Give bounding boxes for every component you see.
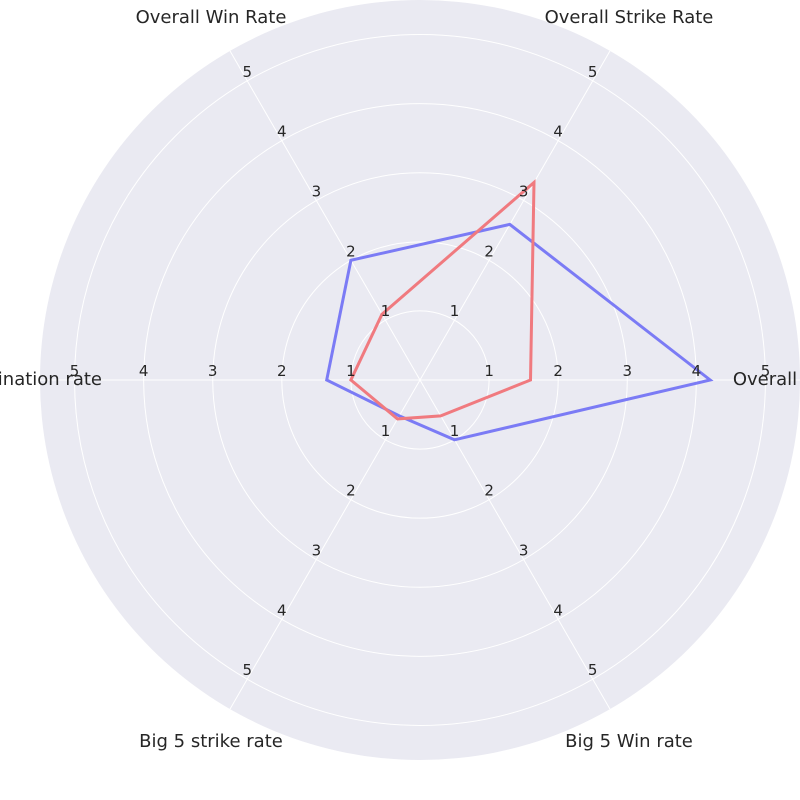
tick-label: 3 [623,362,633,380]
tick-label: 2 [484,482,494,500]
tick-label: 3 [519,183,529,201]
tick-label: 1 [346,362,356,380]
axis-label: Big 5 strike rate [139,731,283,752]
tick-label: 4 [139,362,149,380]
axis-spoke [229,379,421,710]
axis-spokes [40,50,800,710]
tick-label: 2 [484,242,494,260]
tick-label: 5 [588,661,598,679]
tick-label: 5 [243,63,253,81]
tick-label: 4 [277,123,287,141]
tick-label: 5 [243,661,253,679]
tick-label: 5 [70,362,80,380]
tick-label: 5 [761,362,771,380]
tick-label: 4 [553,123,563,141]
series-layer [325,179,714,442]
axis-label: nination rate [0,369,102,390]
tick-label: 4 [553,601,563,619]
axis-labels: Overall Overall Strike Rate Overall Win Ra… [0,7,797,752]
series-line-1 [325,222,714,442]
tick-label: 4 [277,601,287,619]
series-line-2 [349,179,536,421]
axis-label: Overall Win Rate [136,7,287,28]
tick-label: 1 [381,302,391,320]
tick-label: 1 [484,362,494,380]
tick-label: 1 [381,422,391,440]
tick-label: 5 [588,63,598,81]
axis-label: Big 5 Win rate [565,731,693,752]
tick-label: 2 [277,362,287,380]
axis-label: Overall Strike Rate [545,7,714,28]
tick-label: 3 [312,542,322,560]
tick-label: 3 [208,362,218,380]
tick-label: 4 [692,362,702,380]
tick-label: 2 [346,242,356,260]
axis-spoke [419,50,611,381]
axis-label: Overall [733,369,797,390]
tick-label: 1 [450,422,460,440]
axis-spoke [229,50,421,381]
tick-label: 3 [519,542,529,560]
tick-label: 1 [450,302,460,320]
tick-label: 3 [312,183,322,201]
axis-spoke [419,379,611,710]
tick-labels: 1 2 3 4 5 1 2 3 4 5 1 2 3 4 5 1 2 3 4 5 1 2 3 4 5 1 2 3 4 5 [70,63,771,679]
tick-label: 2 [553,362,563,380]
tick-label: 2 [346,482,356,500]
